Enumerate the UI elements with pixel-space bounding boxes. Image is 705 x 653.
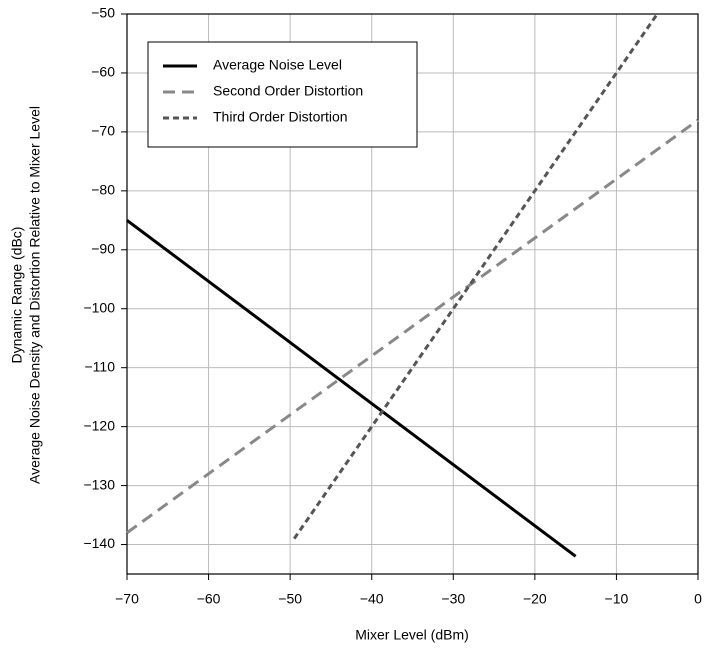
x-tick-label: −60	[197, 591, 221, 607]
legend-box	[147, 41, 418, 148]
y-tick-label: −70	[91, 123, 115, 139]
x-tick-label: −50	[278, 591, 302, 607]
legend-label: Second Order Distortion	[213, 83, 363, 99]
x-tick-label: −40	[360, 591, 384, 607]
y-tick-label: −60	[91, 64, 115, 80]
y-tick-label: −90	[91, 240, 115, 256]
plot-frame	[126, 13, 699, 575]
series-line	[126, 219, 577, 558]
legend-label: Third Order Distortion	[213, 109, 348, 125]
series-line	[126, 118, 699, 534]
y-tick-label: −130	[83, 476, 115, 492]
x-tick-label: −70	[115, 591, 139, 607]
y-tick-label: −50	[91, 5, 115, 21]
x-axis-title: Mixer Level (dBm)	[355, 627, 469, 643]
x-tick-label: −30	[441, 591, 465, 607]
x-tick-label: −20	[523, 591, 547, 607]
x-tick-label: −10	[605, 591, 629, 607]
x-tick-label: 0	[694, 591, 702, 607]
y-tick-label: −80	[91, 182, 115, 198]
y-axis-title: Average Noise Density and Distortion Rel…	[27, 106, 43, 484]
y-tick-label: −120	[83, 417, 115, 433]
y-tick-label: −100	[83, 299, 115, 315]
series-line	[292, 13, 659, 540]
legend-label: Average Noise Level	[213, 57, 342, 73]
y-axis-title: Dynamic Range (dBc)	[9, 227, 25, 364]
y-tick-label: −110	[85, 358, 116, 374]
y-tick-label: −140	[83, 535, 115, 551]
